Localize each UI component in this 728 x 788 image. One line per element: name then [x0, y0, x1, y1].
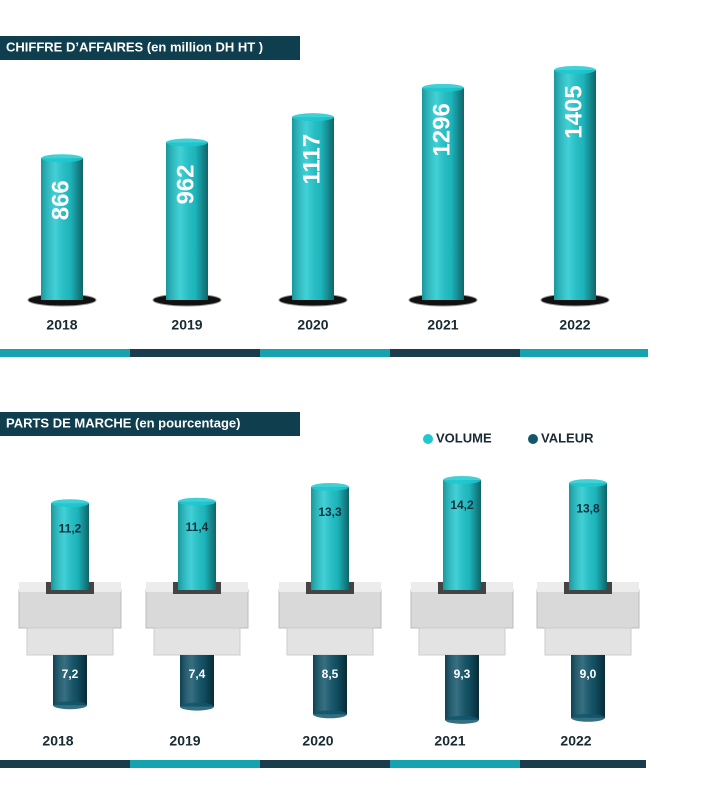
x-tick-label: 2018: [42, 733, 73, 749]
pedestal: [536, 589, 640, 629]
x-tick-label: 2020: [302, 733, 333, 749]
bar-cap: [53, 701, 87, 710]
chart-title: CHIFFRE D’AFFAIRES (en million DH HT ): [6, 39, 263, 54]
bar-shade: [311, 486, 349, 590]
bar-shade: [178, 501, 216, 590]
value-label: 8,5: [322, 667, 339, 681]
value-label: 14,2: [450, 498, 474, 512]
bar-shade: [51, 503, 89, 590]
chart-title: PARTS DE MARCHE (en pourcentage): [6, 415, 241, 430]
bar-shade: [180, 655, 214, 707]
value-label: 7,4: [189, 667, 206, 681]
pedestal-lower: [544, 627, 632, 656]
bar-cap: [166, 138, 208, 147]
x-tick-label: 2019: [169, 733, 200, 749]
pedestal: [410, 589, 514, 629]
bar-cap: [554, 66, 596, 74]
value-label: 866: [47, 180, 74, 220]
bar-cap: [311, 482, 349, 491]
value-label: 1296: [428, 103, 455, 156]
legend-marker: [528, 434, 538, 444]
value-label: 1405: [560, 85, 587, 138]
legend-marker: [423, 434, 433, 444]
bar-shade: [422, 87, 464, 300]
bar-cap: [571, 713, 605, 722]
bar-cap: [180, 702, 214, 711]
bar-shade: [41, 158, 83, 300]
value-label: 11,2: [59, 521, 82, 535]
bar-shade: [292, 117, 334, 300]
pedestal-lower: [418, 627, 506, 656]
value-label: 9,3: [454, 667, 471, 681]
bar-shade: [571, 655, 605, 718]
stripe: [0, 349, 648, 357]
bar-shade: [569, 483, 607, 590]
value-label: 1117: [298, 134, 325, 185]
bar-shade: [166, 142, 208, 300]
bar-shade: [443, 480, 481, 590]
value-label: 7,2: [62, 667, 79, 681]
bar-cap: [422, 83, 464, 92]
value-label: 9,0: [580, 667, 597, 681]
bar-shade: [554, 70, 596, 300]
x-tick-label: 2022: [560, 733, 591, 749]
legend-label: VOLUME: [436, 430, 492, 445]
pedestal: [145, 589, 249, 629]
x-tick-label: 2019: [171, 317, 202, 333]
title-banner: [0, 36, 300, 60]
pedestal: [278, 589, 382, 629]
bar-cap: [443, 476, 481, 484]
pedestal-lower: [26, 627, 114, 656]
bar-cap: [41, 154, 83, 163]
legend-label: VALEUR: [541, 430, 594, 445]
value-label: 13,8: [576, 501, 600, 515]
pedestal-lower: [153, 627, 241, 656]
bar-shade: [53, 655, 87, 706]
bar-shade: [313, 655, 347, 715]
x-tick-label: 2021: [427, 317, 458, 333]
bar-cap: [292, 113, 334, 122]
stripe: [0, 760, 646, 768]
bar-cap: [569, 479, 607, 488]
bar-shade: [445, 655, 479, 720]
value-label: 962: [172, 164, 199, 204]
title-banner: [0, 412, 300, 436]
x-tick-label: 2022: [559, 317, 590, 333]
x-tick-label: 2020: [297, 317, 328, 333]
bar-cap: [313, 710, 347, 719]
bar-cap: [51, 499, 89, 508]
x-tick-label: 2018: [46, 317, 77, 333]
bar-cap: [445, 715, 479, 724]
x-tick-label: 2021: [434, 733, 465, 749]
pedestal: [18, 589, 122, 629]
value-label: 13,3: [318, 505, 342, 519]
bar-cap: [178, 497, 216, 506]
pedestal-lower: [286, 627, 374, 656]
value-label: 11,4: [186, 520, 209, 534]
